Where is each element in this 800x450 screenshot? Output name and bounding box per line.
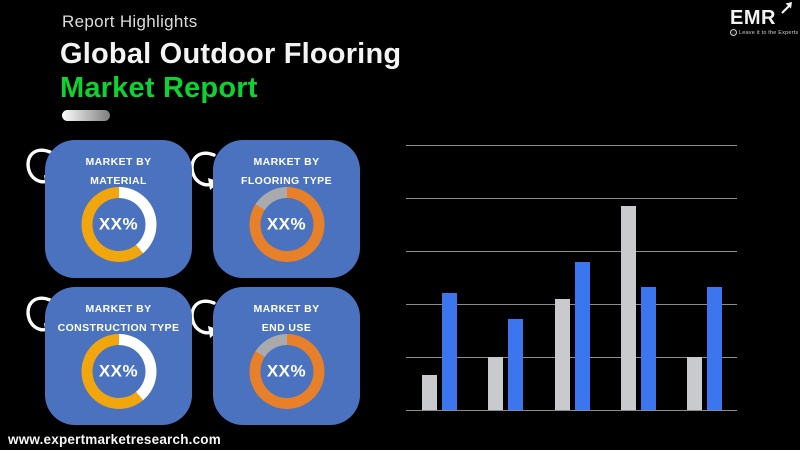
gridline: [406, 251, 737, 252]
donut-hole: [92, 198, 145, 251]
donut-chart: XX%: [249, 187, 324, 262]
gridline: [406, 198, 737, 199]
card-title-line1: MARKET BY: [85, 303, 152, 315]
bar-blue: [441, 293, 457, 410]
donut-value: XX%: [266, 361, 307, 381]
page-title-line1: Global Outdoor Flooring: [60, 38, 402, 70]
card-title-line1: MARKET BY: [253, 156, 320, 168]
gridline: [406, 304, 737, 305]
gridline: [406, 145, 737, 146]
eyebrow-text: Report Highlights: [62, 12, 198, 31]
title-underline-pill: [62, 110, 110, 121]
card-title-line1: MARKET BY: [85, 156, 152, 168]
donut-value: XX%: [98, 214, 139, 234]
bar-blue: [640, 286, 656, 410]
donut-value: XX%: [266, 214, 307, 234]
bar-blue: [574, 261, 590, 410]
donut-chart: XX%: [249, 334, 324, 409]
emr-wordmark-text: EMR: [730, 7, 776, 29]
card-title: MARKET BY END USE: [213, 300, 360, 338]
emr-tagline-dot-icon: [730, 29, 737, 36]
bar-gray: [687, 357, 702, 410]
gridline: [406, 410, 737, 411]
card-market-by-material: MARKET BY MATERIAL XX%: [45, 140, 192, 278]
segment-cards-grid: MARKET BY MATERIAL XX% MARKET BY FLOORIN…: [45, 140, 360, 425]
card-market-by-construction-type: MARKET BY CONSTRUCTION TYPE XX%: [45, 287, 192, 425]
emr-logo: EMR Leave it to the Experts: [730, 2, 798, 36]
donut-chart: XX%: [81, 187, 156, 262]
bar-blue: [706, 287, 722, 410]
card-title: MARKET BY CONSTRUCTION TYPE: [45, 300, 192, 338]
growth-arrow-icon: [781, 2, 792, 14]
bar-plot: [406, 145, 737, 411]
card-title-line2: CONSTRUCTION TYPE: [57, 322, 180, 334]
card-title: MARKET BY FLOORING TYPE: [213, 153, 360, 191]
bar-gray: [422, 375, 437, 410]
bar-gray: [488, 357, 503, 410]
page-title-line2: Market Report: [60, 72, 258, 104]
card-market-by-end-use: MARKET BY END USE XX%: [213, 287, 360, 425]
bar-blue: [507, 318, 523, 410]
emr-tagline-text: Leave it to the Experts: [739, 29, 799, 36]
card-market-by-flooring-type: MARKET BY FLOORING TYPE XX%: [213, 140, 360, 278]
donut-chart: XX%: [81, 334, 156, 409]
card-title-line2: FLOORING TYPE: [241, 175, 332, 187]
gridline: [406, 357, 737, 358]
donut-hole: [260, 198, 313, 251]
emr-wordmark: EMR: [730, 2, 792, 29]
card-title-line1: MARKET BY: [253, 303, 320, 315]
donut-value: XX%: [98, 361, 139, 381]
donut-hole: [92, 345, 145, 398]
card-title-line2: MATERIAL: [90, 175, 147, 187]
card-title: MARKET BY MATERIAL: [45, 153, 192, 191]
bar-gray: [555, 298, 570, 410]
website-link[interactable]: www.expertmarketresearch.com: [8, 432, 221, 447]
emr-tagline: Leave it to the Experts: [730, 29, 798, 36]
bar-gray: [621, 205, 636, 410]
card-title-line2: END USE: [261, 322, 312, 334]
donut-hole: [260, 345, 313, 398]
